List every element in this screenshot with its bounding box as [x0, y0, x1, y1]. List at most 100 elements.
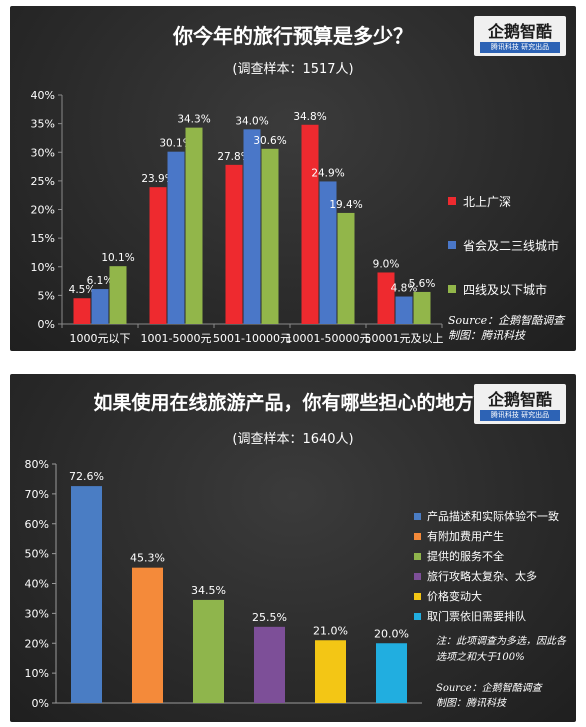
data-label: 34.3%	[177, 114, 210, 126]
source-note: Source：企鹅智酷调查 制图：腾讯科技	[448, 313, 564, 343]
legend-item: 提供的服务不全	[414, 546, 559, 566]
budget-bar-chart: 0% 5% 10% 15% 20% 25% 30% 35% 40% 1000元以下 4.5%6.1%…	[31, 89, 444, 345]
logo-tagline: 腾讯科技 研究出品	[480, 42, 560, 53]
legend-label: 取门票依旧需要排队	[427, 610, 526, 623]
bar	[395, 296, 413, 324]
bar	[132, 567, 163, 703]
y-tick-label: 50%	[25, 548, 49, 561]
bar	[225, 164, 243, 324]
legend-item: 北上广深	[448, 179, 559, 223]
legend-label: 北上广深	[463, 194, 512, 209]
brand-logo: 企鹅智酷 腾讯科技 研究出品	[474, 384, 566, 424]
data-label: 10.1%	[101, 252, 134, 264]
bar	[315, 640, 346, 703]
y-tick-label: 15%	[31, 232, 55, 245]
y-tick-label: 20%	[25, 637, 49, 650]
y-tick-label: 10%	[25, 667, 49, 680]
data-label: 23.9%	[141, 173, 174, 185]
legend-item: 有附加费用产生	[414, 526, 559, 546]
legend-swatch	[414, 612, 421, 620]
x-tick-label: 5001-10000元	[213, 332, 291, 345]
legend-swatch	[448, 285, 456, 293]
y-tick-label: 0%	[38, 318, 55, 331]
data-label: 34.8%	[293, 111, 326, 123]
logo-name: 企鹅智酷	[487, 22, 552, 41]
legend-swatch	[414, 592, 421, 600]
legend-label: 价格变动大	[427, 590, 482, 603]
bar	[301, 124, 319, 325]
legend-item: 取门票依旧需要排队	[414, 606, 559, 626]
bar	[243, 129, 261, 324]
credit-text: 制图：腾讯科技	[448, 329, 525, 342]
legend-swatch	[414, 552, 421, 560]
bar	[261, 148, 279, 324]
data-label: 21.0%	[313, 624, 348, 637]
legend-item: 旅行攻略太复杂、太多	[414, 566, 559, 586]
y-tick-label: 35%	[31, 118, 55, 131]
data-label: 72.6%	[69, 470, 104, 483]
bar	[254, 626, 285, 703]
y-tick-label: 0%	[32, 697, 49, 710]
legend-swatch	[414, 572, 421, 580]
brand-logo: 企鹅智酷 腾讯科技 研究出品	[474, 16, 566, 56]
source-text: Source：企鹅智酷调查	[436, 683, 542, 694]
bar	[337, 212, 355, 324]
y-tick-label: 70%	[25, 488, 49, 501]
chart-subtitle: (调查样本：1517人)	[232, 62, 354, 77]
legend-item: 省会及二三线城市	[448, 223, 559, 267]
x-tick-label: 50001元及以上	[365, 332, 444, 345]
legend-label: 旅行攻略太复杂、太多	[427, 570, 537, 583]
data-label: 19.4%	[329, 199, 362, 211]
legend-swatch	[448, 197, 456, 205]
data-label: 27.8%	[217, 151, 250, 163]
legend-item: 四线及以下城市	[448, 267, 559, 311]
y-tick-label: 80%	[25, 458, 49, 471]
x-tick-label: 1000元以下	[70, 332, 131, 345]
bar	[73, 298, 91, 324]
source-text: Source：企鹅智酷调查	[448, 314, 565, 327]
concerns-bar-chart: 0% 10% 20% 30% 40% 50% 60% 70% 80% 72.6% 45.3% 34.5…	[25, 458, 422, 710]
source-note: Source：企鹅智酷调查 制图：腾讯科技	[436, 681, 542, 711]
y-tick-label: 60%	[25, 518, 49, 531]
data-label: 45.3%	[130, 552, 165, 565]
chart-legend: 北上广深省会及二三线城市 四线及以下城市	[448, 179, 559, 311]
data-label: 9.0%	[373, 258, 400, 270]
bar	[185, 127, 203, 324]
legend-label: 提供的服务不全	[427, 550, 504, 563]
legend-item: 价格变动大	[414, 586, 559, 606]
y-tick-label: 20%	[31, 204, 55, 217]
legend-label: 产品描述和实际体验不一致	[427, 510, 559, 523]
legend-item: 产品描述和实际体验不一致	[414, 506, 559, 526]
data-label: 5.6%	[409, 278, 436, 290]
chart-panel-budget: 你今年的旅行预算是多少？ (调查样本：1517人) 企鹅智酷 腾讯科技 研究出品…	[10, 6, 576, 351]
survey-note: 注：此项调查为多选，因此各选项之和大于100%	[436, 636, 566, 663]
chart-subtitle: (调查样本：1640人)	[232, 432, 354, 447]
bar	[376, 643, 407, 703]
chart-title: 你今年的旅行预算是多少？	[173, 24, 413, 48]
chart-title: 如果使用在线旅游产品，你有哪些担心的地方？	[93, 392, 493, 414]
bar	[193, 599, 224, 703]
legend-swatch	[414, 512, 421, 520]
bar	[167, 151, 185, 324]
legend-swatch	[448, 241, 456, 249]
bar	[149, 187, 167, 324]
x-tick-label: 1001-5000元	[141, 332, 212, 345]
bar	[109, 266, 127, 324]
legend-label: 省会及二三线城市	[463, 238, 560, 253]
y-tick-label: 10%	[31, 261, 55, 274]
data-label: 34.0%	[235, 115, 268, 127]
data-label: 30.1%	[159, 138, 192, 150]
logo-name: 企鹅智酷	[487, 390, 552, 409]
data-label: 6.1%	[87, 275, 114, 287]
data-label: 4.5%	[69, 284, 96, 296]
y-tick-label: 25%	[31, 175, 55, 188]
data-label: 24.9%	[311, 167, 344, 179]
data-label: 25.5%	[252, 611, 287, 624]
legend-swatch	[414, 532, 421, 540]
data-label: 30.6%	[253, 135, 286, 147]
y-tick-label: 30%	[25, 607, 49, 620]
data-label: 20.0%	[374, 627, 409, 640]
logo-tagline: 腾讯科技 研究出品	[480, 410, 560, 421]
legend-label: 四线及以下城市	[463, 282, 548, 297]
bar	[71, 486, 102, 703]
